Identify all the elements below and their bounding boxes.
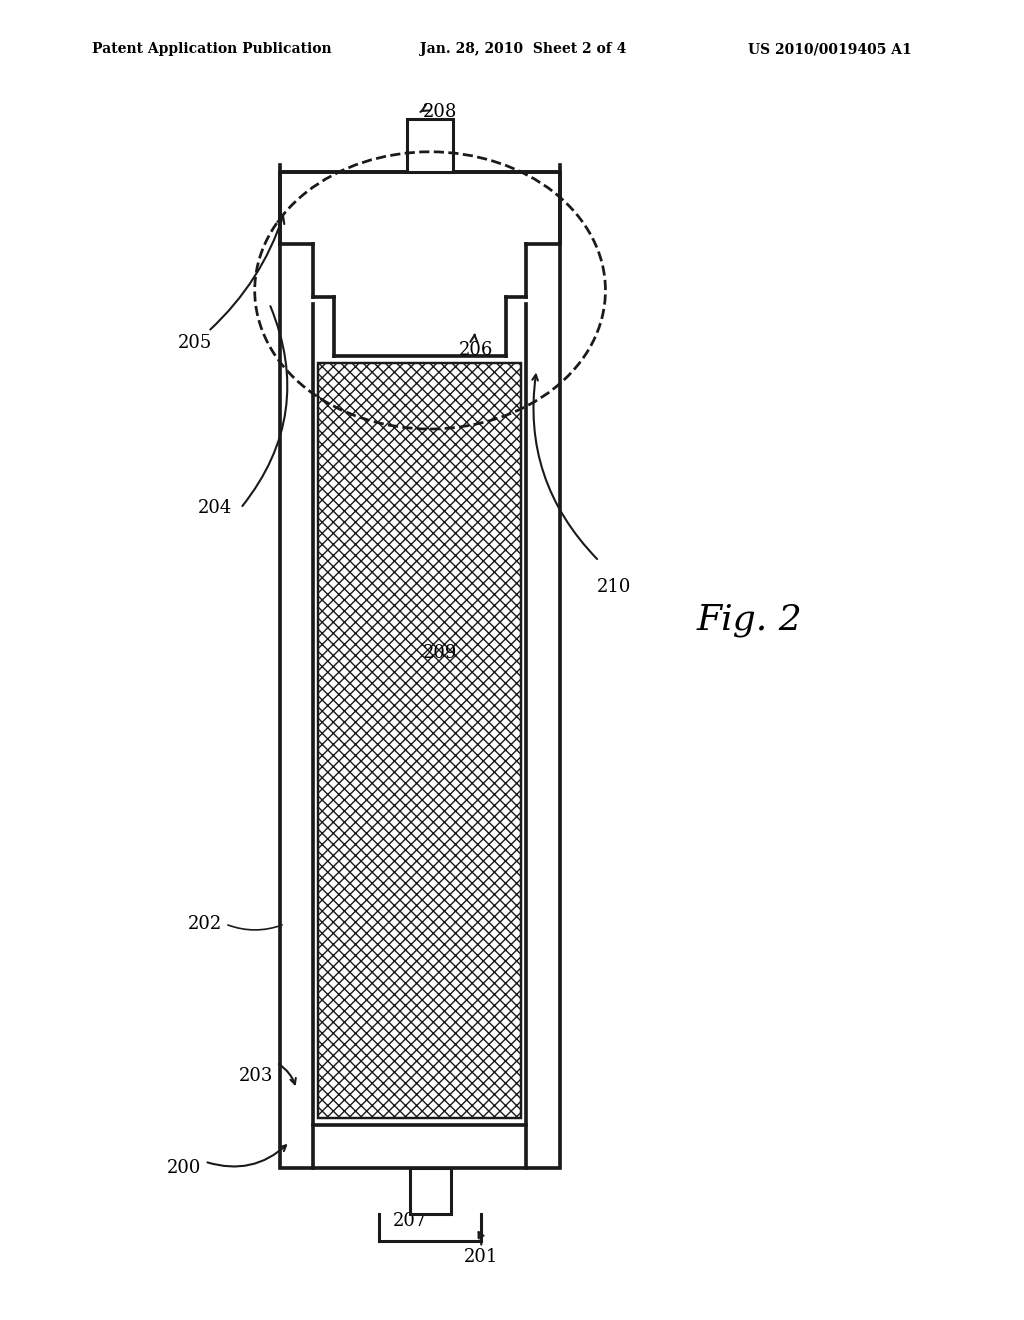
Text: US 2010/0019405 A1: US 2010/0019405 A1 bbox=[748, 42, 911, 57]
Text: Jan. 28, 2010  Sheet 2 of 4: Jan. 28, 2010 Sheet 2 of 4 bbox=[420, 42, 627, 57]
Text: 209: 209 bbox=[423, 644, 458, 663]
Text: 203: 203 bbox=[239, 1067, 273, 1085]
Bar bbox=[408, 119, 453, 172]
Text: Patent Application Publication: Patent Application Publication bbox=[92, 42, 332, 57]
Text: 205: 205 bbox=[177, 216, 285, 352]
Text: 208: 208 bbox=[420, 103, 458, 121]
Text: Fig. 2: Fig. 2 bbox=[696, 603, 802, 638]
Text: 204: 204 bbox=[198, 499, 232, 517]
Text: 210: 210 bbox=[597, 578, 632, 597]
Text: 207: 207 bbox=[392, 1212, 427, 1230]
Text: 202: 202 bbox=[187, 915, 222, 933]
Text: 201: 201 bbox=[464, 1247, 499, 1266]
Bar bbox=[280, 172, 560, 1168]
Text: 206: 206 bbox=[459, 334, 494, 359]
Text: 200: 200 bbox=[167, 1159, 202, 1177]
Bar bbox=[410, 1168, 451, 1214]
Bar bbox=[318, 363, 521, 1118]
